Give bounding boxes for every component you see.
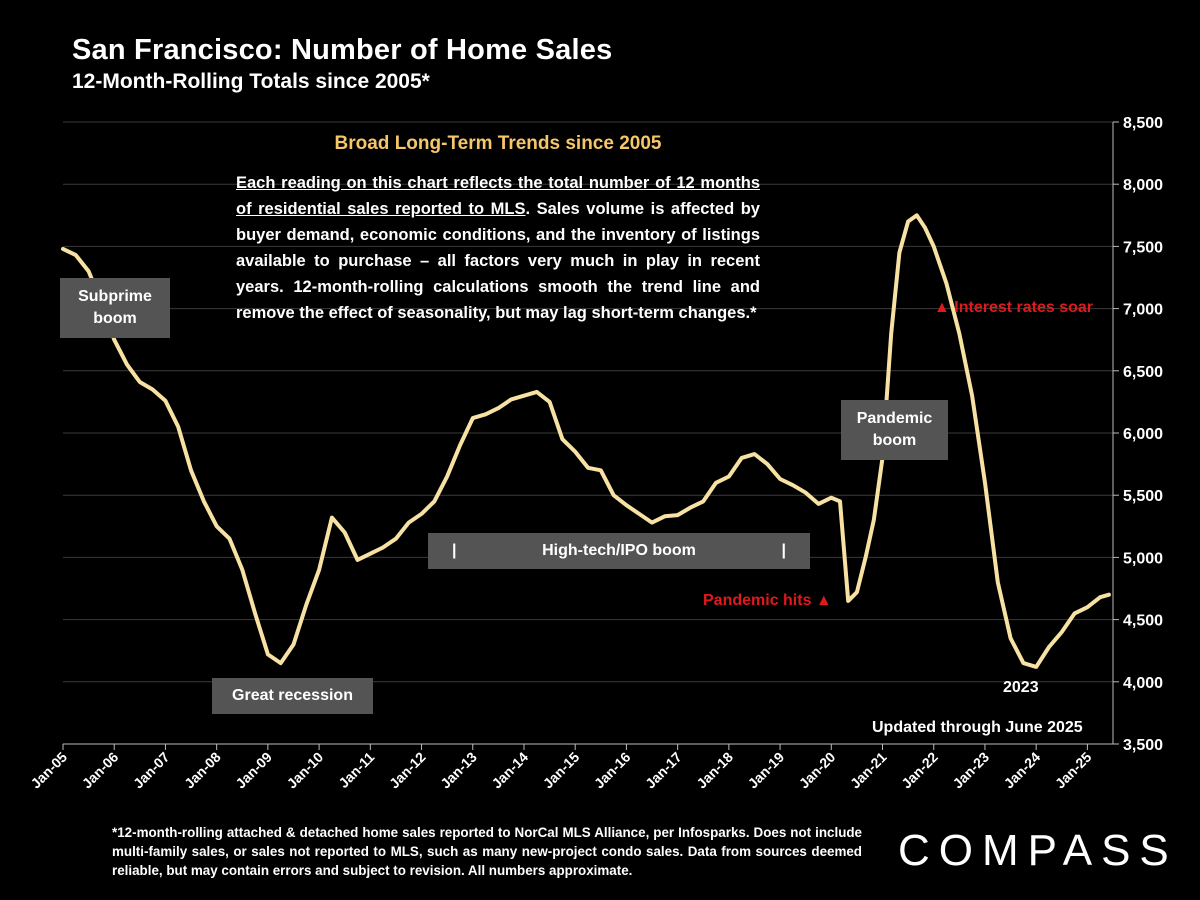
pandemic-boom-label: Pandemic boom — [841, 400, 948, 460]
x-tick-label: Jan-05 — [27, 749, 70, 792]
y-tick-label: 7,500 — [1123, 239, 1163, 256]
interest-rates-annotation: ▲ Interest rates soar — [934, 299, 1094, 316]
subprime-boom-label: Subprime boom — [60, 278, 170, 338]
y-tick-label: 6,000 — [1123, 426, 1163, 443]
x-tick-label: Jan-18 — [693, 749, 736, 792]
x-tick-label: Jan-17 — [642, 749, 685, 792]
high-tech-bar-left: | — [452, 542, 457, 559]
y-tick-label: 4,000 — [1123, 675, 1163, 692]
trend-box-title: Broad Long-Term Trends since 2005 — [334, 133, 662, 154]
x-tick-label: Jan-23 — [949, 749, 992, 792]
y-tick-label: 8,500 — [1123, 115, 1163, 132]
x-tick-label: Jan-25 — [1052, 749, 1095, 792]
description-rest: . Sales volume is affected by buyer dema… — [236, 200, 760, 322]
trend-description: Each reading on this chart reflects the … — [236, 170, 760, 326]
high-tech-text: High-tech/IPO boom — [542, 542, 696, 559]
x-tick-label: Jan-07 — [130, 749, 173, 792]
year-2023-annotation: 2023 — [1003, 679, 1039, 696]
y-tick-label: 3,500 — [1123, 737, 1163, 754]
axes — [62, 121, 1119, 750]
compass-logo: COMPASS — [898, 826, 1178, 875]
chart-subtitle: 12-Month-Rolling Totals since 2005* — [72, 70, 430, 93]
pandemic-hits-annotation: Pandemic hits ▲ — [703, 592, 832, 609]
x-tick-label: Jan-09 — [232, 749, 275, 792]
chart-title: San Francisco: Number of Home Sales — [72, 34, 613, 66]
x-tick-label: Jan-10 — [284, 749, 327, 792]
y-tick-label: 5,000 — [1123, 550, 1163, 567]
home-sales-line — [61, 213, 1111, 669]
x-tick-label: Jan-14 — [488, 749, 531, 792]
description-underlined: Each reading on this chart reflects the … — [236, 174, 760, 218]
high-tech-bar-right: | — [781, 542, 786, 559]
x-tick-label: Jan-19 — [745, 749, 788, 792]
x-tick-label: Jan-12 — [386, 749, 429, 792]
great-recession-label: Great recession — [212, 678, 373, 714]
updated-note: Updated through June 2025 — [872, 719, 1083, 736]
x-tick-label: Jan-20 — [796, 749, 839, 792]
y-tick-label: 6,500 — [1123, 364, 1163, 381]
y-tick-label: 8,000 — [1123, 177, 1163, 194]
x-tick-label: Jan-16 — [591, 749, 634, 792]
high-tech-boom-label: | High-tech/IPO boom | — [428, 533, 810, 569]
x-tick-label: Jan-24 — [1001, 749, 1044, 792]
x-tick-label: Jan-11 — [335, 749, 377, 791]
x-tick-label: Jan-08 — [181, 749, 224, 792]
y-tick-label: 4,500 — [1123, 613, 1163, 630]
y-tick-label: 7,000 — [1123, 302, 1163, 319]
series-layer — [61, 213, 1111, 669]
y-tick-label: 5,500 — [1123, 488, 1163, 505]
footnote: *12-month-rolling attached & detached ho… — [112, 825, 862, 878]
grid — [63, 121, 1113, 683]
x-tick-label: Jan-15 — [540, 749, 583, 792]
x-tick-label: Jan-13 — [437, 749, 480, 792]
x-tick-label: Jan-06 — [79, 749, 122, 792]
x-tick-label: Jan-21 — [847, 749, 890, 792]
x-tick-label: Jan-22 — [898, 749, 941, 792]
